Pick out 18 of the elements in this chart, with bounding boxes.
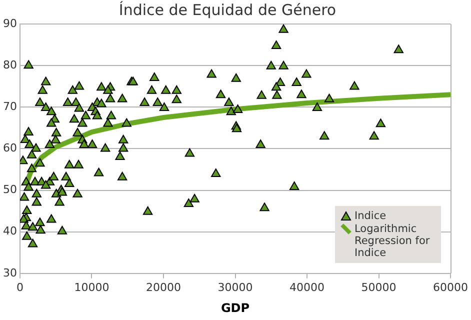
- x-tick-label: 30000: [218, 280, 253, 294]
- y-tick-label: 80: [2, 58, 17, 72]
- x-tick-label: 40000: [290, 280, 324, 294]
- x-tick-label: 20000: [146, 280, 181, 294]
- y-tick-label: 40: [2, 224, 17, 238]
- y-tick-label: 30: [2, 266, 17, 280]
- x-tick-label: 50000: [361, 280, 396, 294]
- chart-title: Índice de Equidad de Género: [118, 0, 336, 19]
- legend-label: Indice: [354, 210, 386, 222]
- x-tick-label: 0: [16, 280, 24, 294]
- y-tick-label: 50: [2, 183, 17, 196]
- y-tick-label: 60: [2, 142, 17, 155]
- x-tick-label: 60000: [433, 280, 468, 294]
- x-axis-title: GDP: [220, 300, 250, 315]
- x-tick-label: 10000: [74, 280, 110, 294]
- y-tick-label: 90: [2, 16, 17, 30]
- y-tick-label: 70: [2, 100, 17, 113]
- legend-label: Logarithmic Regression for Indice: [354, 223, 431, 260]
